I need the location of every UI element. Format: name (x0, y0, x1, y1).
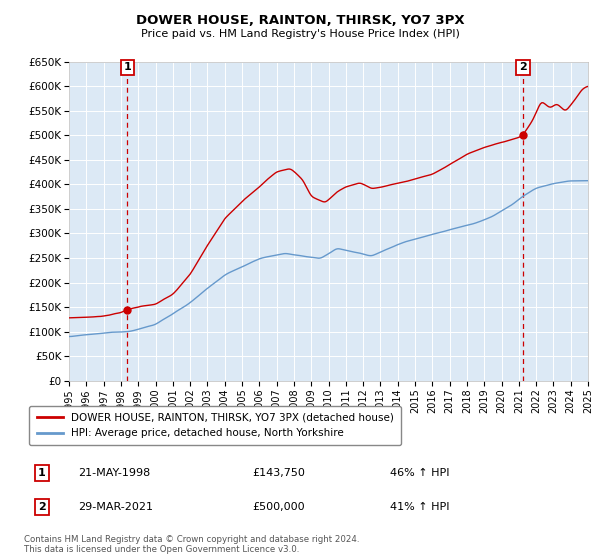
Text: 46% ↑ HPI: 46% ↑ HPI (390, 468, 449, 478)
Text: £500,000: £500,000 (252, 502, 305, 512)
Text: £143,750: £143,750 (252, 468, 305, 478)
Text: DOWER HOUSE, RAINTON, THIRSK, YO7 3PX: DOWER HOUSE, RAINTON, THIRSK, YO7 3PX (136, 14, 464, 27)
Text: 2: 2 (519, 63, 527, 72)
Text: 1: 1 (38, 468, 46, 478)
Text: 41% ↑ HPI: 41% ↑ HPI (390, 502, 449, 512)
Text: 29-MAR-2021: 29-MAR-2021 (78, 502, 153, 512)
Legend: DOWER HOUSE, RAINTON, THIRSK, YO7 3PX (detached house), HPI: Average price, deta: DOWER HOUSE, RAINTON, THIRSK, YO7 3PX (d… (29, 405, 401, 446)
Text: Contains HM Land Registry data © Crown copyright and database right 2024.
This d: Contains HM Land Registry data © Crown c… (24, 535, 359, 554)
Text: Price paid vs. HM Land Registry's House Price Index (HPI): Price paid vs. HM Land Registry's House … (140, 29, 460, 39)
Text: 2: 2 (38, 502, 46, 512)
Text: 21-MAY-1998: 21-MAY-1998 (78, 468, 150, 478)
Text: 1: 1 (124, 63, 131, 72)
